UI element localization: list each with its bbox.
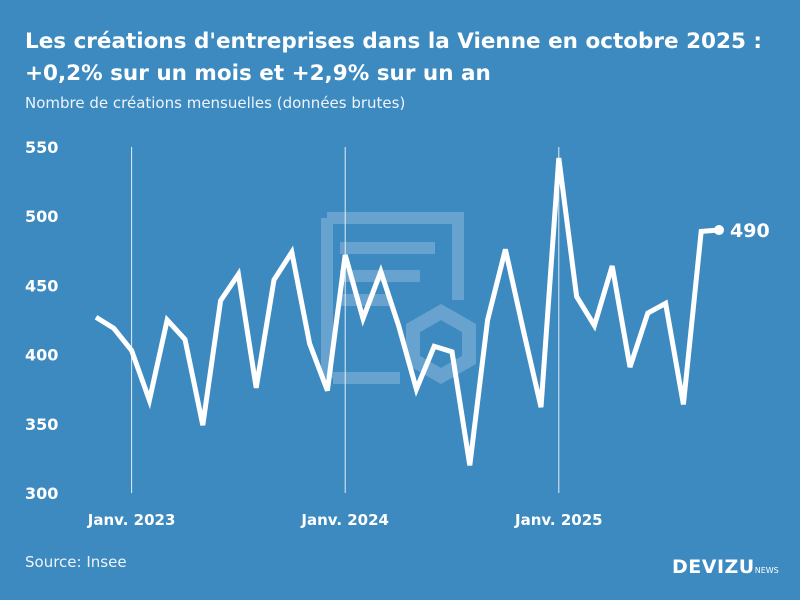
x-tick-label: Janv. 2025 — [514, 511, 603, 529]
title-line-1: Les créations d'entreprises dans la Vien… — [25, 29, 763, 54]
y-tick-label: 300 — [25, 484, 58, 503]
y-tick-label: 450 — [25, 276, 58, 295]
brand-logo: DEVIZUNEWS — [672, 556, 779, 578]
y-tick-label: 350 — [25, 415, 58, 434]
y-tick-label: 550 — [25, 138, 58, 157]
y-tick-label: 400 — [25, 346, 58, 365]
source-note: Source: Insee — [25, 553, 127, 571]
y-tick-label: 500 — [25, 207, 58, 226]
last-point-marker — [714, 225, 724, 236]
chart-title: Les créations d'entreprises dans la Vien… — [25, 26, 785, 90]
x-tick-label: Janv. 2024 — [300, 511, 389, 529]
brand-name: DEVIZU — [672, 556, 755, 578]
series-line — [94, 157, 720, 466]
x-tick-label: Janv. 2023 — [87, 511, 176, 529]
chart-subtitle: Nombre de créations mensuelles (données … — [25, 94, 406, 112]
watermark-logo — [321, 212, 476, 385]
last-value-label: 490 — [730, 220, 770, 242]
title-line-2: +0,2% sur un mois et +2,9% sur un an — [25, 61, 491, 86]
brand-suffix: NEWS — [754, 566, 779, 575]
